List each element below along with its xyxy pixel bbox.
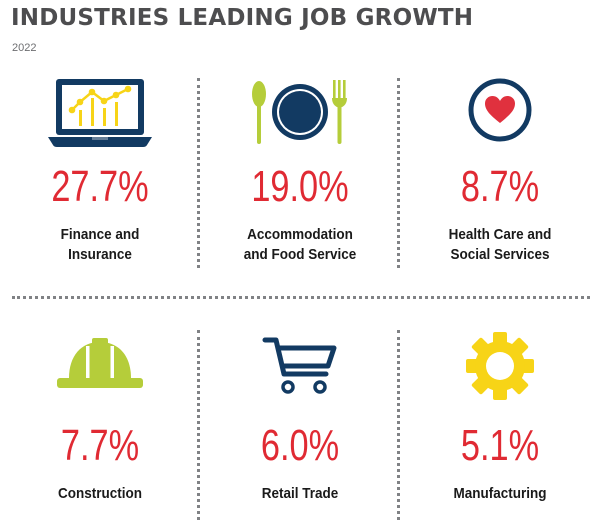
industry-card-health-care: 8.7% Health Care and Social Services — [400, 0, 600, 280]
label-line: Social Services — [450, 246, 550, 263]
shopping-cart-icon — [262, 334, 338, 396]
label-line: Finance and — [60, 226, 140, 243]
heart-icon — [468, 78, 532, 142]
label-line: Accommodation — [247, 226, 353, 243]
column-divider — [197, 330, 200, 520]
plate-utensils-icon — [247, 76, 353, 146]
industry-card-accommodation: 19.0% Accommodation and Food Service — [200, 0, 400, 280]
industry-label: Accommodation and Food Service — [210, 225, 390, 265]
industry-card-retail: 6.0% Retail Trade — [200, 0, 400, 527]
percent-value: 5.1% — [460, 421, 540, 470]
gear-icon — [464, 330, 536, 402]
label-line: Retail Trade — [261, 485, 339, 502]
label-line: Health Care and — [448, 226, 552, 243]
percent-value: 19.0% — [251, 162, 349, 211]
percent-value: 8.7% — [460, 162, 540, 211]
industry-label: Health Care and Social Services — [410, 225, 590, 265]
page-title: INDUSTRIES LEADING JOB GROWTH — [11, 5, 474, 31]
percent-value: 7.7% — [60, 421, 140, 470]
industry-card-finance: 27.7% Finance and Insurance — [0, 0, 200, 280]
industry-label: Manufacturing — [410, 484, 590, 504]
percent-value: 27.7% — [51, 162, 149, 211]
column-divider — [397, 78, 400, 268]
laptop-chart-icon — [48, 78, 152, 148]
hard-hat-icon — [55, 334, 145, 394]
label-line: Construction — [57, 485, 142, 502]
industry-label: Retail Trade — [210, 484, 390, 504]
label-line: Insurance — [68, 246, 132, 263]
percent-value: 6.0% — [260, 421, 340, 470]
label-line: Manufacturing — [453, 485, 547, 502]
industry-label: Construction — [10, 484, 190, 504]
row-divider — [12, 296, 590, 299]
column-divider — [197, 78, 200, 268]
industry-label: Finance and Insurance — [10, 225, 190, 265]
column-divider — [397, 330, 400, 520]
label-line: and Food Service — [243, 246, 357, 263]
industry-card-construction: 7.7% Construction — [0, 0, 200, 527]
industry-card-manufacturing: 5.1% Manufacturing — [400, 0, 600, 527]
year-label: 2022 — [12, 42, 37, 54]
